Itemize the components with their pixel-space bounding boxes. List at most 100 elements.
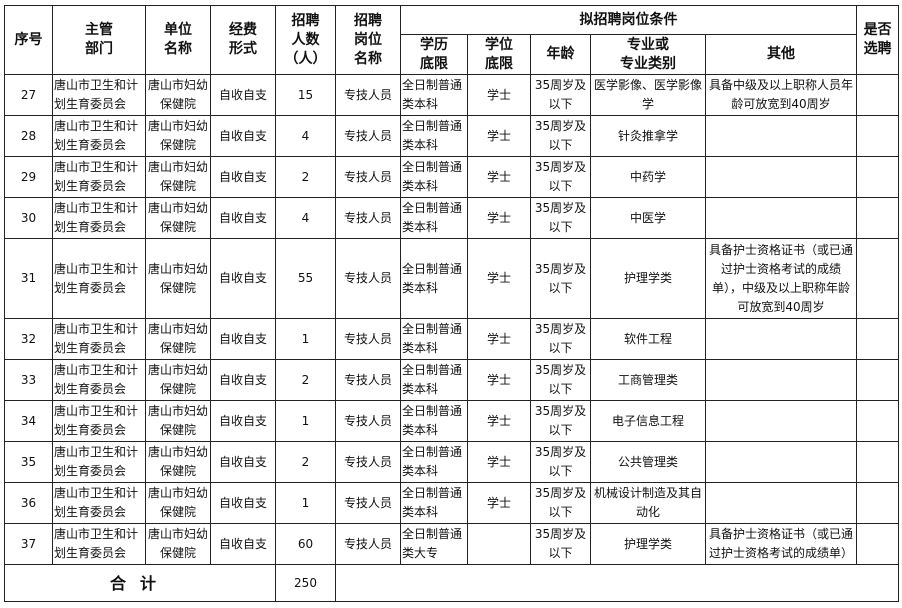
cell-funding: 自收自支 <box>210 197 276 239</box>
cell-post: 专技人员 <box>335 482 401 524</box>
cell-post: 专技人员 <box>335 359 401 401</box>
cell-major: 电子信息工程 <box>590 400 706 442</box>
cell-funding: 自收自支 <box>210 238 276 319</box>
cell-edu: 全日制普通类本科 <box>400 197 468 239</box>
header-funding-l2: 形式 <box>229 41 257 57</box>
table-row: 29 唐山市卫生和计划生育委员会 唐山市妇幼保健院 自收自支 2 专技人员 全日制普通类本科… <box>4 156 900 198</box>
cell-major: 机械设计制造及其自动化 <box>590 482 706 524</box>
header-edu-l1: 学历 <box>420 36 448 53</box>
cell-unit: 唐山市妇幼保健院 <box>145 156 211 198</box>
cell-degree: 学士 <box>467 74 531 116</box>
table-row: 27 唐山市卫生和计划生育委员会 唐山市妇幼保健院 自收自支 15 专技人员 全日制普通类本… <box>4 74 900 116</box>
cell-count: 55 <box>275 238 336 319</box>
cell-funding: 自收自支 <box>210 523 276 565</box>
cell-degree: 学士 <box>467 359 531 401</box>
cell-age: 35周岁及以下 <box>530 400 591 442</box>
header-conditions: 拟招聘岗位条件 <box>399 5 858 35</box>
cell-degree: 学士 <box>467 482 531 524</box>
cell-unit: 唐山市妇幼保健院 <box>145 441 211 483</box>
cell-unit: 唐山市妇幼保健院 <box>145 238 211 319</box>
header-degree-l2: 底限 <box>485 55 513 72</box>
cell-dept: 唐山市卫生和计划生育委员会 <box>52 523 146 565</box>
cell-seq: 35 <box>4 441 53 483</box>
cell-age: 35周岁及以下 <box>530 482 591 524</box>
header-unit-l1: 单位 <box>164 22 192 38</box>
cell-age: 35周岁及以下 <box>530 441 591 483</box>
cell-post: 专技人员 <box>335 115 401 157</box>
cell-seq: 30 <box>4 197 53 239</box>
table-row: 34 唐山市卫生和计划生育委员会 唐山市妇幼保健院 自收自支 1 专技人员 全日制普通类本科… <box>4 400 900 442</box>
cell-count: 1 <box>275 400 336 442</box>
total-blank <box>334 564 900 602</box>
cell-degree: 学士 <box>467 156 531 198</box>
cell-degree: 学士 <box>467 318 531 360</box>
header-count-l1: 招聘 <box>291 12 320 29</box>
table-row: 35 唐山市卫生和计划生育委员会 唐山市妇幼保健院 自收自支 2 专技人员 全日制普通类本科… <box>4 441 900 483</box>
cell-edu: 全日制普通类本科 <box>400 482 468 524</box>
total-label: 合计 <box>4 564 276 602</box>
cell-degree: 学士 <box>467 197 531 239</box>
cell-seq: 36 <box>4 482 53 524</box>
table-row: 36 唐山市卫生和计划生育委员会 唐山市妇幼保健院 自收自支 1 专技人员 全日制普通类本科… <box>4 482 900 524</box>
cell-edu: 全日制普通类本科 <box>400 400 468 442</box>
cell-other: 具备护士资格证书（或已通过护士资格考试的成绩单） <box>704 523 858 565</box>
header-count-l2: 人数 <box>291 31 320 48</box>
cell-unit: 唐山市妇幼保健院 <box>145 523 211 565</box>
header-post-l1: 招聘 <box>354 12 382 29</box>
cell-count: 1 <box>275 318 336 360</box>
cell-degree <box>467 523 531 565</box>
cell-dept: 唐山市卫生和计划生育委员会 <box>52 441 146 483</box>
cell-count: 2 <box>275 156 336 198</box>
header-age: 年龄 <box>530 34 591 75</box>
cell-other <box>704 482 858 524</box>
header-post-l3: 名称 <box>354 50 382 67</box>
cell-seq: 34 <box>4 400 53 442</box>
cell-unit: 唐山市妇幼保健院 <box>145 318 211 360</box>
cell-major: 工商管理类 <box>590 359 706 401</box>
cell-dept: 唐山市卫生和计划生育委员会 <box>52 74 146 116</box>
header-funding: 经费 形式 <box>210 5 276 75</box>
cell-other <box>704 197 858 239</box>
cell-other <box>704 359 858 401</box>
table-row: 30 唐山市卫生和计划生育委员会 唐山市妇幼保健院 自收自支 4 专技人员 全日制普通类本科… <box>4 197 900 239</box>
header-selected-l1: 是否 <box>863 22 892 38</box>
cell-selected <box>856 115 900 157</box>
header-edu-l2: 底限 <box>420 55 448 72</box>
cell-funding: 自收自支 <box>210 115 276 157</box>
header-count-l3: （人） <box>284 50 327 67</box>
cell-degree: 学士 <box>467 441 531 483</box>
cell-post: 专技人员 <box>335 238 401 319</box>
cell-dept: 唐山市卫生和计划生育委员会 <box>52 197 146 239</box>
cell-post: 专技人员 <box>335 74 401 116</box>
table-row: 32 唐山市卫生和计划生育委员会 唐山市妇幼保健院 自收自支 1 专技人员 全日制普通类本科… <box>4 318 900 360</box>
cell-major: 中药学 <box>590 156 706 198</box>
cell-dept: 唐山市卫生和计划生育委员会 <box>52 115 146 157</box>
cell-age: 35周岁及以下 <box>530 359 591 401</box>
cell-funding: 自收自支 <box>210 156 276 198</box>
cell-edu: 全日制普通类本科 <box>400 156 468 198</box>
header-dept-l1: 主管 <box>85 22 113 38</box>
header-other: 其他 <box>704 34 858 75</box>
cell-funding: 自收自支 <box>210 318 276 360</box>
table-row: 33 唐山市卫生和计划生育委员会 唐山市妇幼保健院 自收自支 2 专技人员 全日制普通类本科… <box>4 359 900 401</box>
cell-age: 35周岁及以下 <box>530 74 591 116</box>
cell-funding: 自收自支 <box>210 441 276 483</box>
cell-post: 专技人员 <box>335 156 401 198</box>
cell-unit: 唐山市妇幼保健院 <box>145 197 211 239</box>
cell-selected <box>856 156 900 198</box>
cell-seq: 31 <box>4 238 53 319</box>
cell-selected <box>856 318 900 360</box>
cell-age: 35周岁及以下 <box>530 523 591 565</box>
cell-major: 软件工程 <box>590 318 706 360</box>
header-edu: 学历 底限 <box>400 34 468 75</box>
cell-age: 35周岁及以下 <box>530 318 591 360</box>
cell-other: 具备中级及以上职称人员年龄可放宽到40周岁 <box>704 74 858 116</box>
cell-edu: 全日制普通类本科 <box>400 115 468 157</box>
cell-major: 医学影像、医学影像学 <box>590 74 706 116</box>
cell-funding: 自收自支 <box>210 74 276 116</box>
cell-degree: 学士 <box>467 400 531 442</box>
table-row: 28 唐山市卫生和计划生育委员会 唐山市妇幼保健院 自收自支 4 专技人员 全日制普通类本科… <box>4 115 900 157</box>
cell-unit: 唐山市妇幼保健院 <box>145 359 211 401</box>
cell-post: 专技人员 <box>335 400 401 442</box>
cell-selected <box>856 197 900 239</box>
